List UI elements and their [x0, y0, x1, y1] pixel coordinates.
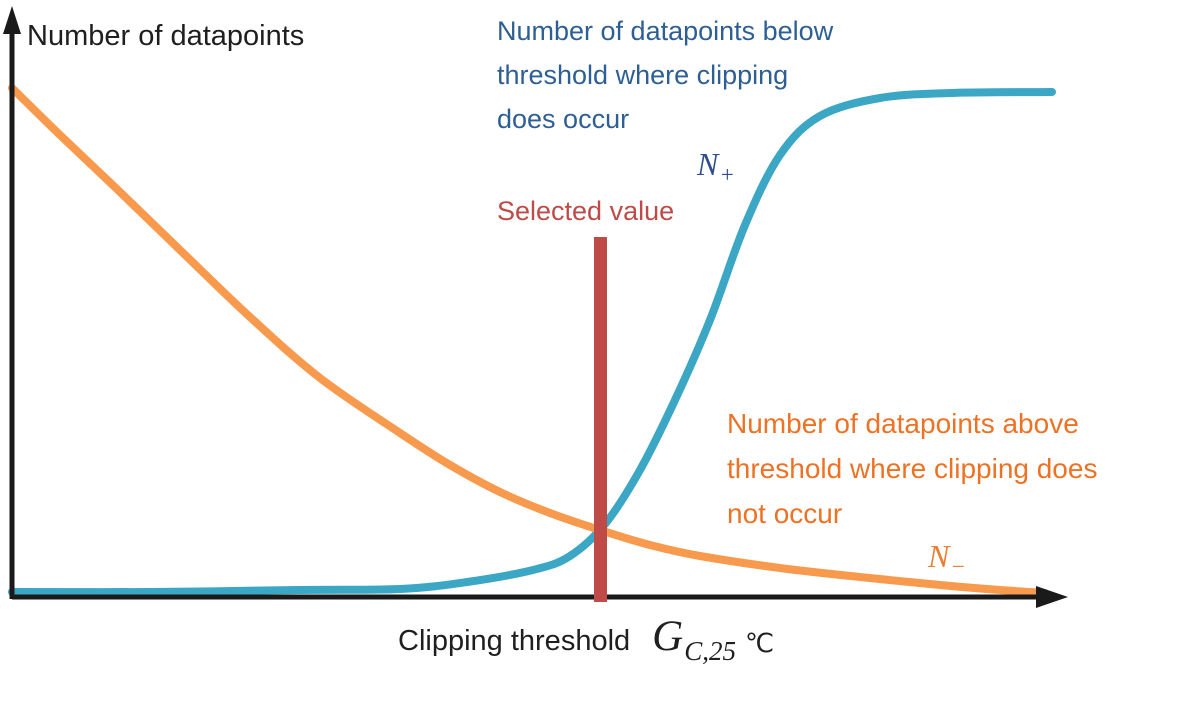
selected-value-label: Selected value — [497, 196, 675, 226]
n-plus-symbol: N+ — [697, 146, 735, 187]
n-plus-curve — [8, 88, 1056, 597]
n-plus-annotation-line2: threshold where clipping — [497, 60, 789, 90]
n-minus-annotation-line1: Number of datapoints above — [727, 408, 1079, 439]
n-plus-symbol-subscript: + — [719, 162, 735, 187]
n-plus-annotation-line1: Number of datapoints below — [497, 16, 834, 46]
n-minus-symbol-subscript: − — [950, 554, 966, 579]
x-axis-title: Clipping threshold G C,25 ℃ — [398, 612, 775, 666]
n-plus-annotation-line3: does occur — [497, 104, 630, 134]
n-minus-annotation-line3: not occur — [727, 498, 843, 529]
n-plus-symbol-base: N — [697, 146, 719, 182]
x-axis-symbol-unit: ℃ — [744, 629, 775, 658]
n-minus-symbol-base: N — [928, 538, 950, 574]
n-minus-annotation-line2: threshold where clipping does — [727, 453, 1098, 484]
y-axis-title: Number of datapoints — [27, 20, 305, 52]
n-minus-annotation: Number of datapoints above threshold whe… — [727, 401, 1097, 536]
y-axis-arrowhead-icon — [3, 6, 21, 34]
n-minus-curve — [8, 84, 1049, 597]
selected-value-marker — [594, 237, 607, 602]
x-axis-arrowhead-icon — [1036, 586, 1068, 608]
n-minus-symbol: N− — [928, 538, 966, 579]
x-axis-title-text: Clipping threshold — [398, 625, 631, 657]
x-axis-symbol-subscript: C,25 — [684, 636, 736, 666]
n-plus-annotation: Number of datapoints below threshold whe… — [497, 9, 833, 141]
x-axis-symbol-base: G — [652, 613, 684, 660]
